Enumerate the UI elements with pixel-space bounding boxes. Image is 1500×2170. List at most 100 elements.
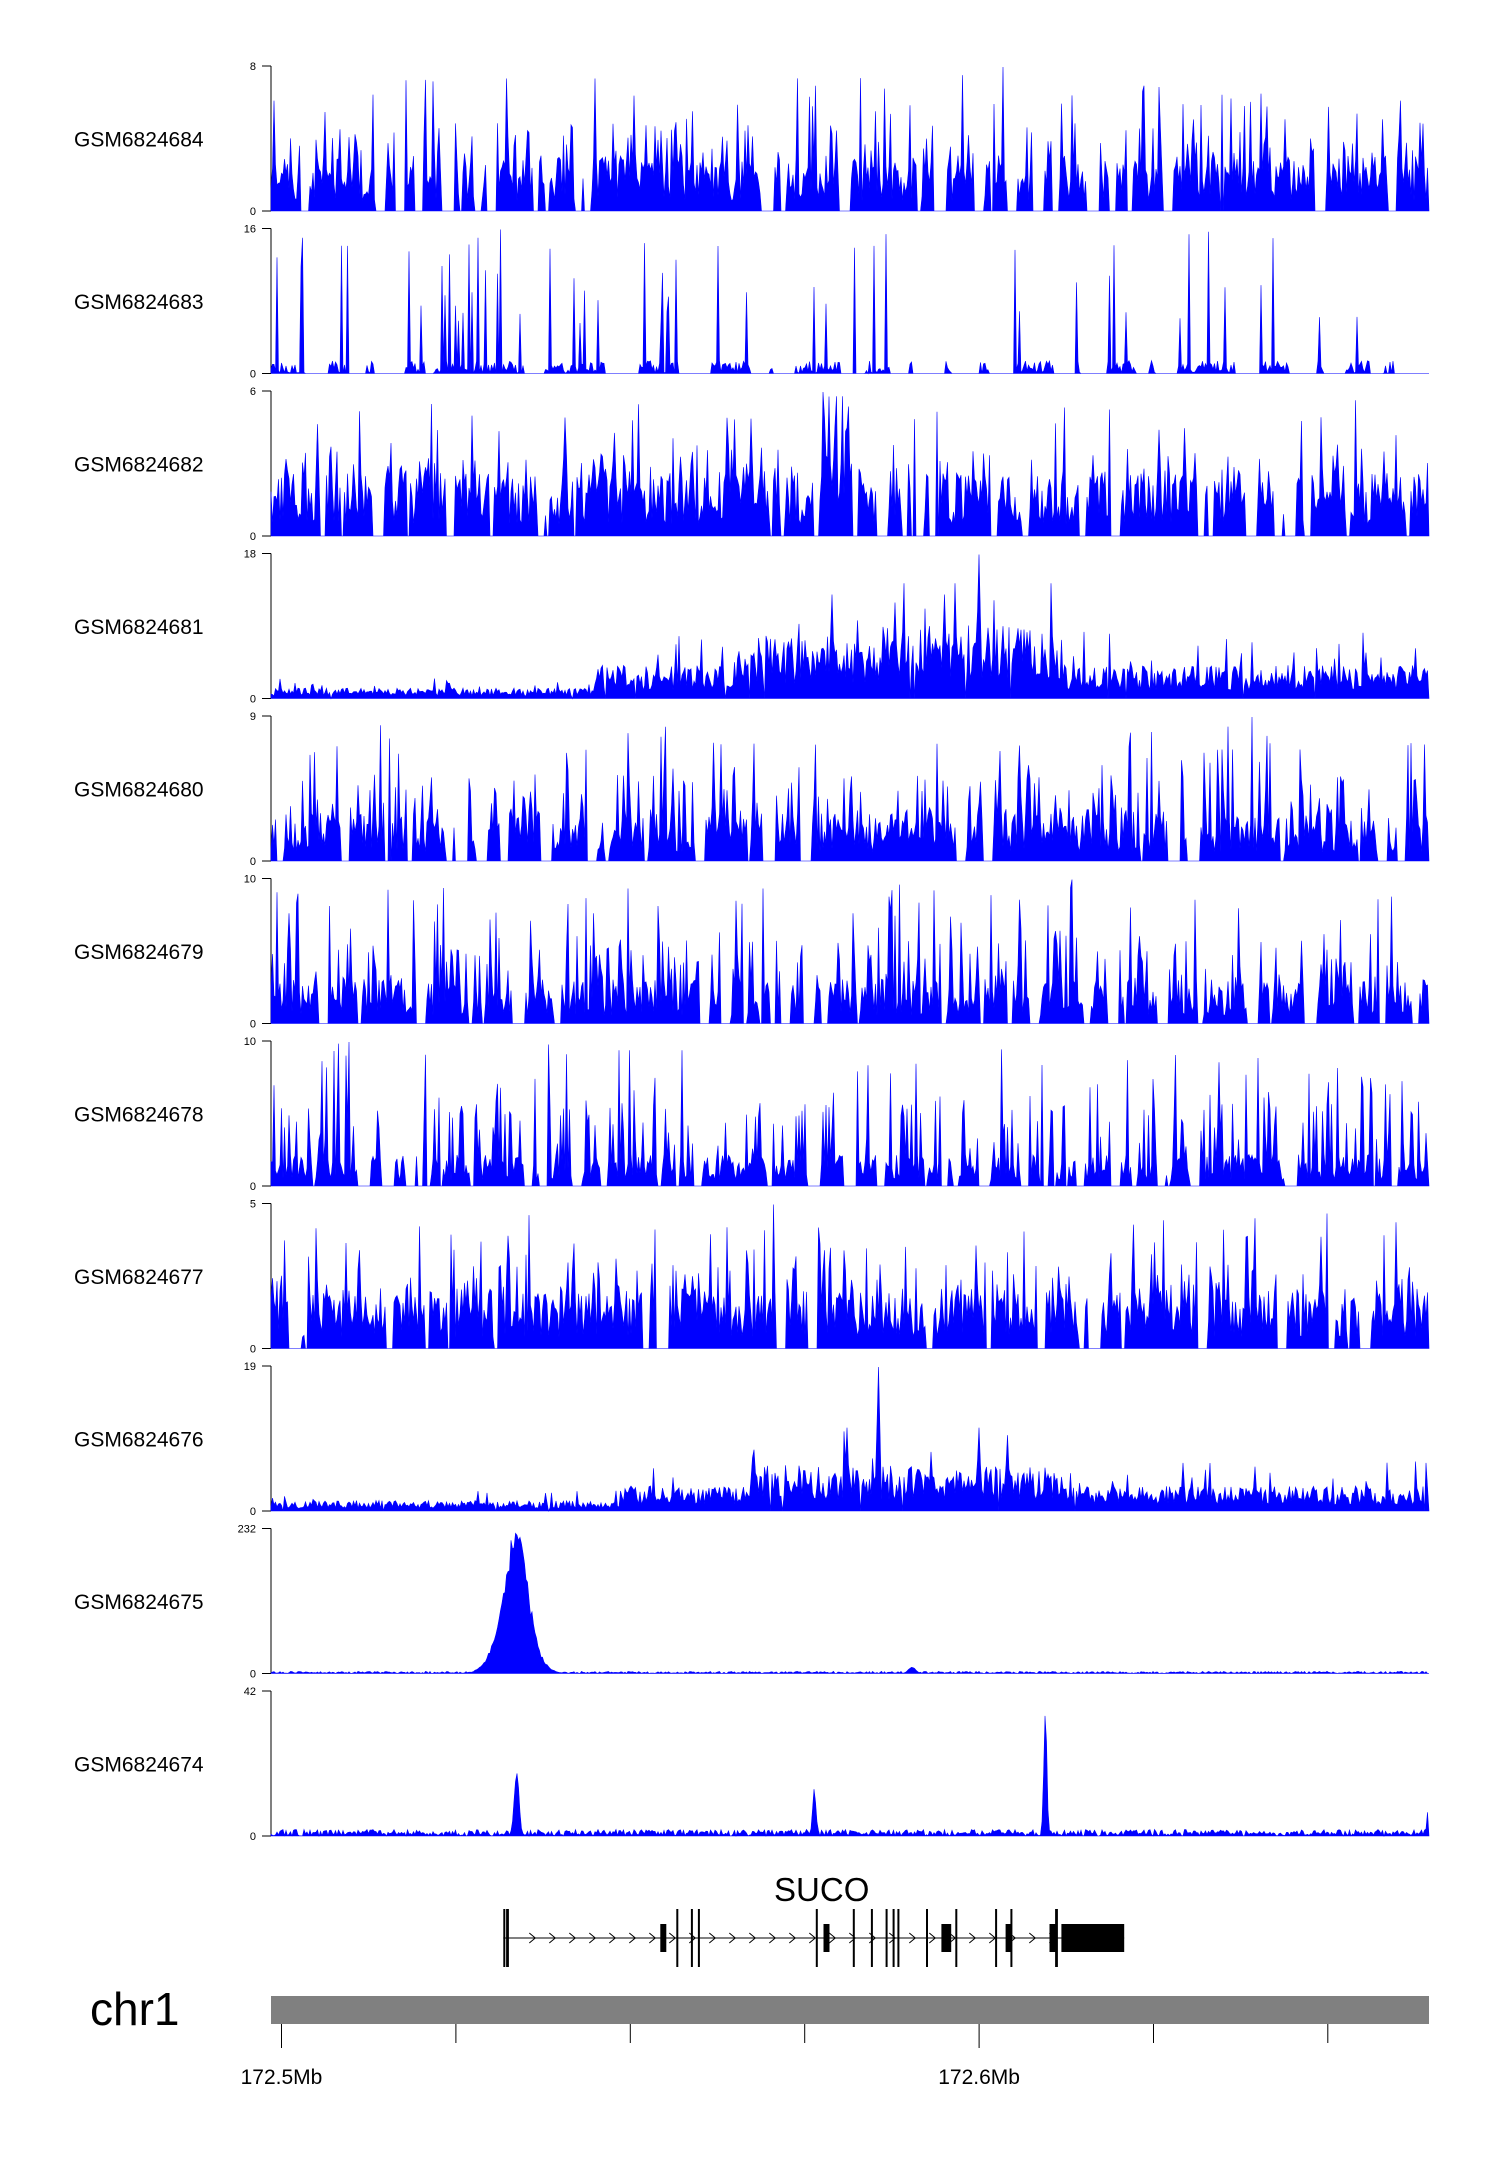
coverage-area (270, 391, 1430, 537)
coverage-area (270, 1532, 1430, 1674)
strand-arrow (908, 1932, 917, 1944)
strand-arrow (648, 1932, 657, 1944)
gene-exon (870, 1909, 873, 1967)
strand-arrow (788, 1932, 797, 1944)
track-name: GSM6824682 (74, 454, 204, 477)
coverage-area (270, 1366, 1430, 1513)
coverage-area (270, 716, 1430, 862)
strand-arrow (808, 1932, 817, 1944)
gene-exon (506, 1909, 509, 1967)
strand-arrow (968, 1932, 977, 1944)
gene-exon (1049, 1924, 1056, 1952)
y-axis-min-label: 0 (250, 531, 256, 543)
gene-exon (690, 1909, 693, 1967)
axis-tick-label: 172.6Mb (938, 2066, 1020, 2089)
track-name: GSM6824680 (74, 779, 204, 802)
track-name: GSM6824675 (74, 1591, 204, 1614)
track-name: GSM6824681 (74, 616, 204, 639)
gene-exon (955, 1909, 958, 1967)
y-axis-min-label: 0 (250, 1831, 256, 1843)
track-name: GSM6824674 (74, 1754, 204, 1777)
y-axis-min-label: 0 (250, 1019, 256, 1031)
track-GSM6824682: GSM6824682 6 0 (74, 386, 1430, 543)
gene-exon (941, 1924, 952, 1952)
strand-arrow (588, 1932, 597, 1944)
y-axis-min-label: 0 (250, 369, 256, 381)
gene-model (503, 1909, 1125, 1967)
strand-arrow (628, 1932, 637, 1944)
track-GSM6824684: GSM6824684 8 0 (74, 61, 1430, 218)
coverage-area (270, 879, 1430, 1024)
track-GSM6824675: GSM6824675 232 0 (74, 1524, 1430, 1681)
strand-arrow (888, 1932, 897, 1944)
gene-exon (676, 1909, 679, 1967)
track-GSM6824681: GSM6824681 18 0 (74, 549, 1430, 706)
y-axis-min-label: 0 (250, 856, 256, 868)
strand-arrow (928, 1932, 937, 1944)
y-axis-max-label: 8 (250, 61, 256, 73)
gene-exon (660, 1924, 667, 1952)
gene-label: SUCO (774, 1871, 869, 1908)
gene-exon (697, 1909, 700, 1967)
track-name: GSM6824677 (74, 1266, 204, 1289)
chromosome-bar (271, 1996, 1429, 2024)
track-name: GSM6824676 (74, 1429, 204, 1452)
track-GSM6824680: GSM6824680 9 0 (74, 711, 1430, 868)
strand-arrow (768, 1932, 777, 1944)
gene-exon (1055, 1909, 1058, 1967)
y-axis-min-label: 0 (250, 1181, 256, 1193)
axis-tick-label: 172.5Mb (241, 2066, 323, 2089)
chromosome-ideogram-track: chr1 172.5Mb 172.6Mb (90, 1983, 1429, 2089)
gene-exon (823, 1924, 830, 1952)
gene-exon (852, 1909, 855, 1967)
coverage-area (270, 1715, 1430, 1838)
y-axis-max-label: 5 (250, 1199, 256, 1211)
strand-arrow (728, 1932, 737, 1944)
strand-arrow (528, 1932, 537, 1944)
track-GSM6824683: GSM6824683 16 0 (74, 224, 1429, 381)
y-axis-max-label: 9 (250, 711, 256, 723)
strand-arrow (668, 1932, 677, 1944)
track-name: GSM6824684 (74, 129, 204, 152)
y-axis-max-label: 16 (244, 224, 256, 236)
gene-exon (926, 1909, 928, 1967)
strand-arrow (608, 1932, 617, 1944)
y-axis-max-label: 19 (244, 1361, 256, 1373)
strand-arrow (948, 1932, 957, 1944)
strand-arrow (568, 1932, 577, 1944)
gene-exon (503, 1909, 506, 1967)
track-GSM6824678: GSM6824678 10 0 (74, 1036, 1430, 1193)
track-GSM6824674: GSM6824674 42 0 (74, 1686, 1430, 1843)
strand-arrow (748, 1932, 757, 1944)
track-name: GSM6824679 (74, 941, 204, 964)
strand-arrow (848, 1932, 857, 1944)
track-GSM6824677: GSM6824677 5 0 (74, 1199, 1430, 1356)
gene-exon (995, 1909, 998, 1967)
track-name: GSM6824683 (74, 291, 204, 314)
gene-exon (1061, 1924, 1125, 1952)
chromosome-label: chr1 (90, 1983, 179, 2035)
gene-exon (1010, 1909, 1013, 1967)
coverage-area (270, 554, 1430, 700)
y-axis-min-label: 0 (250, 206, 256, 218)
coverage-area (270, 66, 1430, 212)
y-axis-min-label: 0 (250, 1344, 256, 1356)
strand-arrow (548, 1932, 557, 1944)
y-axis-min-label: 0 (250, 1506, 256, 1518)
gene-exon (892, 1909, 895, 1967)
coverage-area (270, 1041, 1430, 1187)
gene-exon (885, 1909, 888, 1967)
track-GSM6824676: GSM6824676 19 0 (74, 1361, 1430, 1518)
y-axis-max-label: 232 (238, 1524, 256, 1536)
strand-arrow (1028, 1932, 1037, 1944)
strand-arrow (828, 1932, 837, 1944)
track-name: GSM6824678 (74, 1104, 204, 1127)
coverage-area (270, 229, 1429, 375)
coverage-area (270, 1204, 1430, 1349)
gene-exon (1005, 1924, 1012, 1952)
y-axis-min-label: 0 (250, 694, 256, 706)
y-axis-max-label: 10 (244, 874, 256, 886)
y-axis-max-label: 6 (250, 386, 256, 398)
y-axis-min-label: 0 (250, 1669, 256, 1681)
